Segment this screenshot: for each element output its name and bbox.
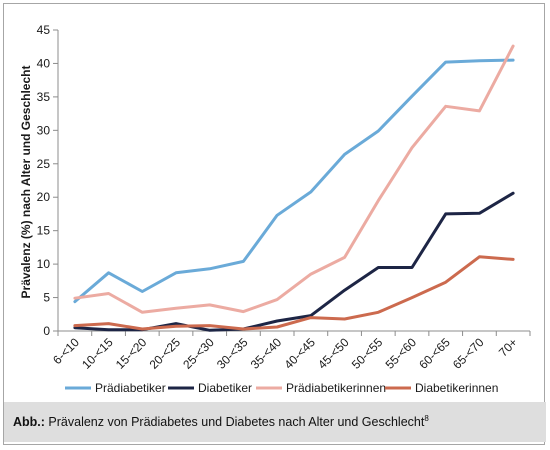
y-tick-labels: 0 5 10 15 20 25 30 35 40 45 (37, 23, 51, 338)
y-tick-label: 25 (37, 157, 51, 171)
y-tick-label: 35 (37, 90, 51, 104)
figure-caption: Abb.: Prävalenz von Prädiabetes und Diab… (4, 402, 546, 442)
x-tick-label: 45-<50 (315, 335, 352, 372)
x-tick-label: 6-<10 (50, 335, 82, 367)
y-tick-label: 20 (37, 190, 51, 204)
caption-reference: 8 (424, 414, 429, 423)
series-line-prädiabetiker (73, 58, 515, 304)
y-tick-label: 30 (37, 123, 51, 137)
legend: Prädiabetiker Diabetiker Prädiabetikerinne… (65, 381, 498, 395)
legend-label: Diabetikerinnen (415, 381, 498, 395)
x-tick-label: 55-<60 (383, 335, 420, 372)
legend-label: Prädiabetikerinnen (286, 381, 386, 395)
x-tick-label: 30-<35 (214, 335, 251, 372)
x-tick-label: 15-<20 (113, 335, 150, 372)
y-tick-label: 15 (37, 224, 51, 238)
y-tick-label: 5 (43, 291, 50, 305)
legend-label: Diabetiker (198, 381, 252, 395)
y-tick-label: 45 (37, 23, 51, 37)
caption-text: Prävalenz von Prädiabetes und Diabetes n… (44, 415, 425, 430)
series-lines (73, 44, 515, 332)
series-line-prädiabetikerinnen (73, 44, 515, 314)
series-line-diabetikerinnen (73, 255, 515, 331)
y-tick-label: 40 (37, 56, 51, 70)
caption-label: Abb.: (13, 415, 45, 430)
x-tick-labels: 6-<1010-<1515-<2020-<2525-<3030-<3535-<4… (50, 335, 520, 372)
x-tick-label: 70+ (496, 335, 520, 359)
x-tick-label: 35-<40 (248, 335, 285, 372)
y-tick-label: 0 (43, 324, 50, 338)
legend-label: Prädiabetiker (95, 381, 166, 395)
x-tick-label: 50-<55 (349, 335, 386, 372)
figure-frame (3, 3, 545, 445)
x-tick-label: 60-<65 (416, 335, 453, 372)
x-tick-label: 20-<25 (147, 335, 184, 372)
x-tick-label: 10-<15 (79, 335, 116, 372)
x-tick-label: 65-<70 (450, 335, 487, 372)
y-tick-label: 10 (37, 257, 51, 271)
x-tick-label: 40-<45 (281, 335, 318, 372)
y-axis-title: Prävalenz (%) nach Alter und Geschlecht (19, 66, 33, 299)
x-tick-label: 25-<30 (180, 335, 217, 372)
